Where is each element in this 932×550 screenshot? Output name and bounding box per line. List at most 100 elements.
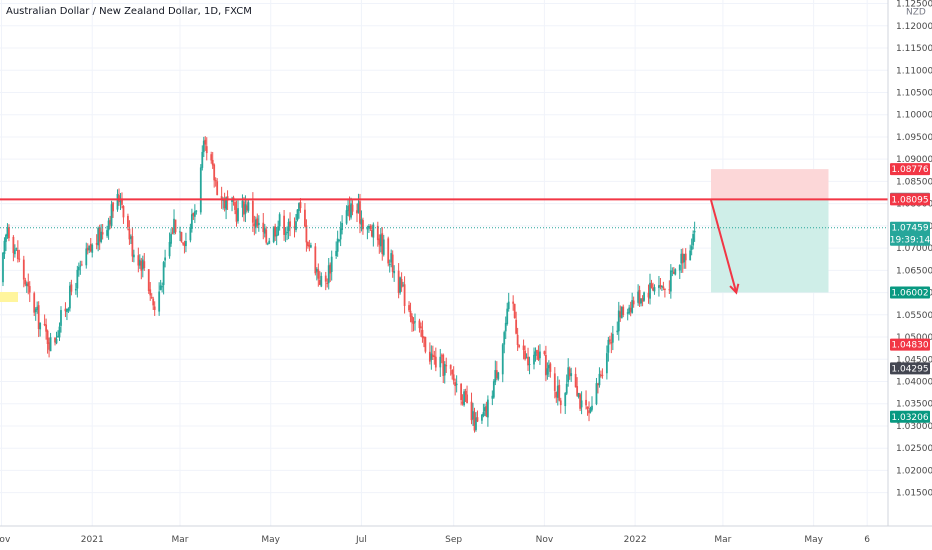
candle <box>85 242 88 269</box>
candle <box>101 223 104 240</box>
candle <box>586 406 589 416</box>
candle <box>132 249 135 263</box>
candle <box>539 344 541 365</box>
candle <box>45 318 48 340</box>
candle <box>403 276 406 314</box>
candle <box>5 233 7 251</box>
candle <box>559 397 562 414</box>
candle <box>351 200 354 216</box>
candle <box>202 136 205 158</box>
candle <box>595 377 598 406</box>
candle <box>140 257 143 280</box>
candle <box>495 361 498 381</box>
candle <box>174 219 177 235</box>
candle <box>15 247 18 252</box>
candle <box>423 335 425 348</box>
candle <box>55 331 58 345</box>
candle <box>112 201 114 218</box>
candle <box>622 304 625 318</box>
candle <box>36 301 39 314</box>
y-tick-label: 1.10000 <box>896 111 932 121</box>
candle <box>476 410 479 423</box>
candle <box>350 197 352 220</box>
candle <box>296 209 299 222</box>
candle <box>338 239 341 243</box>
candle <box>605 345 608 380</box>
candle <box>650 279 653 289</box>
candle <box>390 249 393 268</box>
candle <box>305 219 308 252</box>
candle <box>141 255 144 278</box>
candle <box>414 313 416 331</box>
candle <box>617 301 620 341</box>
candle <box>610 332 613 354</box>
y-tick-label: 1.02000 <box>896 466 932 476</box>
stop-loss-zone[interactable] <box>710 169 829 200</box>
candle <box>149 281 152 301</box>
candle <box>568 366 571 380</box>
candle <box>2 252 4 287</box>
price-label-tag <box>890 193 930 206</box>
candle <box>616 321 619 335</box>
price-label-tag <box>890 286 930 299</box>
candle <box>662 281 665 291</box>
candle <box>39 322 42 337</box>
candle <box>409 302 412 323</box>
candle <box>411 313 413 332</box>
candle <box>304 203 306 228</box>
y-tick-label: 1.12500 <box>896 0 932 10</box>
candle <box>397 263 400 299</box>
candle <box>445 357 448 373</box>
candle <box>277 220 280 236</box>
candle <box>256 213 259 229</box>
candle <box>100 224 103 244</box>
candle <box>359 193 361 234</box>
position-zones[interactable] <box>710 169 829 293</box>
candle <box>204 136 207 151</box>
y-tick-label: 1.07000 <box>896 244 932 254</box>
overlays[interactable] <box>0 198 888 295</box>
candle <box>674 268 677 276</box>
candle <box>77 262 80 277</box>
y-tick-label: 1.05000 <box>896 333 932 343</box>
candle <box>591 396 593 412</box>
candle <box>684 248 687 269</box>
candle <box>80 260 83 266</box>
candle <box>543 350 546 356</box>
candle <box>162 260 165 295</box>
candle <box>274 223 277 241</box>
candle <box>641 295 644 307</box>
take-profit-zone[interactable] <box>710 199 829 293</box>
candle <box>497 371 500 381</box>
price-label-text: 1.04295 <box>891 364 928 374</box>
candle <box>424 336 427 354</box>
candle <box>631 292 634 314</box>
candle <box>491 390 494 406</box>
candle <box>257 215 260 232</box>
short-arrow[interactable] <box>710 199 738 293</box>
candle <box>98 224 101 250</box>
time-axis[interactable]: Nov 2021 Mar May Jul Sep Nov 2022 Mar May 6 <box>0 535 870 545</box>
candle <box>34 307 37 321</box>
candle <box>247 198 250 213</box>
x-tick-label: 2022 <box>624 535 647 545</box>
candle <box>170 228 172 247</box>
candle <box>324 271 327 291</box>
candle <box>284 227 287 243</box>
candle <box>161 282 164 293</box>
candle <box>164 249 167 268</box>
candle <box>525 353 528 359</box>
y-tick-label: 1.04000 <box>896 377 932 387</box>
candle <box>283 209 286 241</box>
candle <box>116 189 119 212</box>
candle <box>683 253 686 269</box>
candle <box>534 347 537 362</box>
candle <box>335 241 338 259</box>
candle <box>372 222 375 247</box>
price-axis[interactable]: 1.12500 1.12000 1.11500 1.11000 1.10500 1.100… <box>896 0 932 499</box>
candle <box>672 266 675 275</box>
candle <box>515 311 518 335</box>
candle <box>367 224 370 233</box>
y-tick-label: 1.08500 <box>896 177 932 187</box>
